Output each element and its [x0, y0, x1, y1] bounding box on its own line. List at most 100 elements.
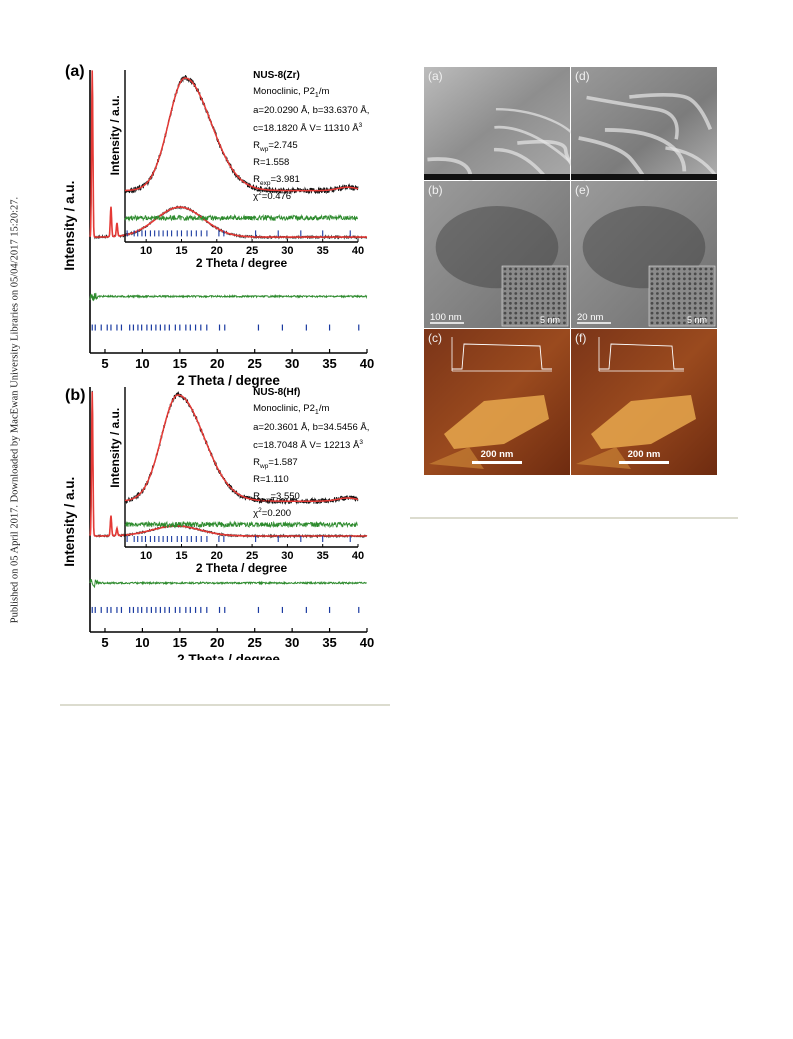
- lattice-dot: [650, 277, 654, 281]
- lattice-dot: [710, 292, 713, 295]
- lattice-dot: [525, 301, 528, 305]
- publication-notice: Published on 05 April 2017. Downloaded b…: [9, 196, 21, 624]
- lattice-dot: [699, 311, 702, 315]
- lattice-dot: [541, 301, 545, 305]
- lattice-dot: [699, 297, 702, 300]
- x-tick-label: 35: [322, 356, 336, 371]
- lattice-dot: [536, 292, 539, 295]
- lattice-dot: [672, 311, 675, 315]
- lattice-dot: [541, 272, 545, 276]
- lattice-dot: [683, 301, 686, 305]
- inset-y-axis-label: Intensity / a.u.: [108, 95, 122, 175]
- microscopy-images: (a) (d) 100 nm 5 nm (b) 20 nm 5 nm (e) 200 nm (c)…: [424, 67, 717, 475]
- lattice-dot: [509, 272, 512, 276]
- lattice-dot: [710, 321, 713, 325]
- lattice-dot: [519, 321, 523, 325]
- lattice-dot: [672, 316, 675, 320]
- lattice-dot: [546, 321, 550, 325]
- lattice-dot: [656, 277, 659, 281]
- lattice-dot: [525, 272, 528, 276]
- scale-label: 20 nm: [577, 312, 603, 323]
- lattice-dot: [552, 277, 555, 281]
- lattice-dot: [656, 287, 659, 290]
- lattice-dot: [666, 292, 670, 295]
- lattice-dot: [541, 297, 545, 300]
- lattice-dot: [503, 316, 507, 320]
- inset-x-tick-label: 15: [175, 245, 187, 257]
- lattice-dot: [563, 277, 566, 281]
- lattice-dot: [514, 267, 518, 271]
- lattice-dot: [503, 311, 507, 315]
- lattice-dot: [688, 301, 692, 305]
- lattice-dot: [552, 301, 555, 305]
- lattice-dot: [710, 267, 713, 271]
- x-axis-label: 2 Theta / degree: [177, 373, 280, 388]
- lattice-dot: [688, 267, 692, 271]
- lattice-dot: [699, 282, 702, 286]
- lattice-dot: [650, 267, 654, 271]
- lattice-dot: [552, 306, 555, 310]
- lattice-dot: [710, 311, 713, 315]
- lattice-dot: [650, 292, 654, 295]
- lattice-dot: [525, 321, 528, 325]
- lattice-dot: [519, 267, 523, 271]
- lattice-dot: [519, 311, 523, 315]
- lattice-dot: [683, 277, 686, 281]
- lattice-dot: [509, 292, 512, 295]
- lattice-dot: [688, 277, 692, 281]
- inset-difference-curve: [124, 213, 359, 222]
- inset-y-axis-label: Intensity / a.u.: [108, 408, 122, 488]
- lattice-dot: [563, 321, 566, 325]
- lattice-dot: [666, 306, 670, 310]
- xrd-figure: (a) 5 10 15 20 25 30 35 40 2 Theta / degree Intens…: [60, 60, 390, 660]
- lattice-dot: [530, 306, 534, 310]
- lattice-dot: [509, 287, 512, 290]
- lattice-dot: [704, 267, 708, 271]
- r-wp: Rwp=2.745: [253, 140, 298, 153]
- lattice-dot: [509, 267, 512, 271]
- inset-x-tick-label: 40: [352, 245, 364, 257]
- lattice-dot: [677, 292, 681, 295]
- lattice-dot: [546, 272, 550, 276]
- lattice-dot: [710, 316, 713, 320]
- lattice-dot: [530, 277, 534, 281]
- lattice-dot: [503, 301, 507, 305]
- lattice-dot: [688, 297, 692, 300]
- lattice-dot: [530, 282, 534, 286]
- lattice-dot: [677, 321, 681, 325]
- lattice-dot: [677, 311, 681, 315]
- lattice-dot: [650, 297, 654, 300]
- lattice-dot: [672, 287, 675, 290]
- flake-edge: [578, 136, 653, 191]
- lattice-dot: [666, 287, 670, 290]
- lattice-dot: [710, 272, 713, 276]
- lattice-dot: [661, 292, 665, 295]
- lattice-dot: [693, 267, 697, 271]
- lattice-dot: [557, 292, 561, 295]
- lattice-dot: [699, 267, 702, 271]
- inset-x-tick-label: 15: [175, 550, 187, 562]
- panel-label: (f): [575, 331, 586, 345]
- lattice-dot: [519, 292, 523, 295]
- lattice-dot: [514, 321, 518, 325]
- side-banner: Published on 05 April 2017. Downloaded b…: [0, 0, 30, 1039]
- panel-label: (a): [428, 69, 443, 83]
- lattice-dot: [672, 272, 675, 276]
- lattice-dot: [557, 272, 561, 276]
- lattice-dot: [530, 267, 534, 271]
- lattice-dot: [656, 311, 659, 315]
- lattice-dot: [519, 316, 523, 320]
- xrd-panel-b: (b) 5 10 15 20 25 30 35 40 2 Theta / degree Intens…: [62, 387, 374, 660]
- inset-x-tick-label: 20: [211, 245, 223, 257]
- lattice-dot: [541, 316, 545, 320]
- lattice-dot: [661, 267, 665, 271]
- lattice-dot: [710, 297, 713, 300]
- lattice-dot: [557, 277, 561, 281]
- panel-label: (b): [428, 183, 443, 197]
- lattice-dot: [693, 311, 697, 315]
- lattice-dot: [704, 297, 708, 300]
- lattice-dot: [525, 277, 528, 281]
- lattice-dot: [672, 267, 675, 271]
- lattice-dot: [710, 301, 713, 305]
- lattice-dot: [519, 306, 523, 310]
